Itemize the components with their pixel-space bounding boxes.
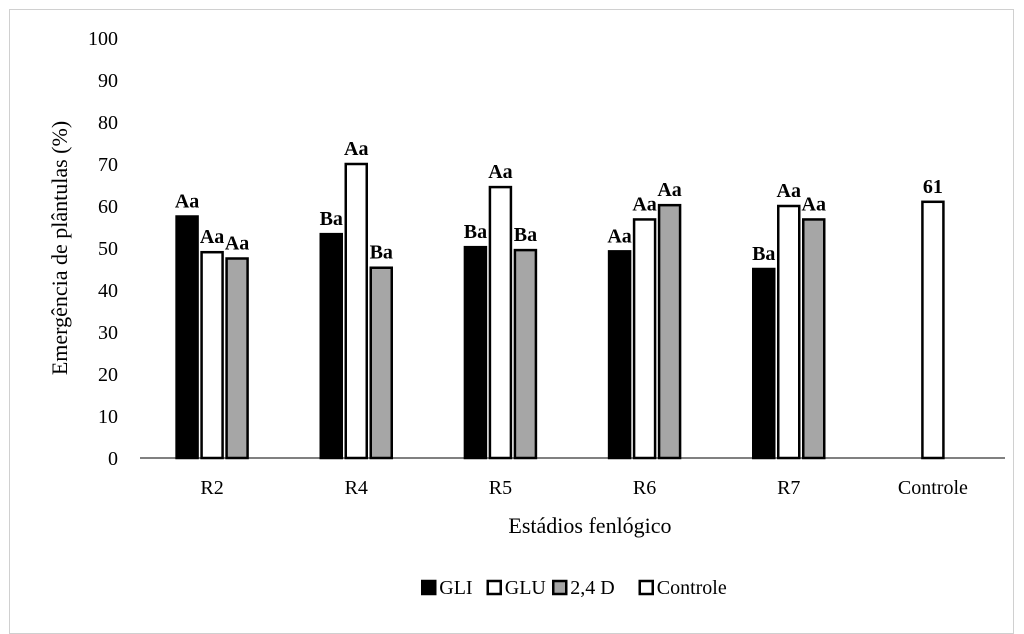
bar-24d-r6	[657, 203, 682, 460]
legend-label: GLU	[505, 577, 547, 599]
data-label: Aa	[175, 191, 199, 213]
legend-swatch	[421, 579, 437, 596]
y-tick-label: 50	[98, 238, 118, 260]
bar-glu-r5	[488, 185, 513, 460]
x-tick-label: R5	[489, 477, 512, 499]
bar-glu-r6	[632, 218, 657, 460]
data-label: Aa	[344, 138, 368, 160]
data-label: Ba	[320, 208, 343, 230]
data-label: Aa	[632, 193, 656, 215]
y-tick-label: 10	[98, 406, 118, 428]
x-tick-label: R2	[200, 477, 223, 499]
y-tick-label: 60	[98, 196, 118, 218]
y-tick-label: 100	[88, 28, 118, 50]
data-label: Aa	[657, 179, 681, 201]
x-tick-label: Controle	[898, 477, 968, 499]
x-tick-label: R6	[633, 477, 656, 499]
bar-controle-controle	[921, 200, 945, 460]
legend: GLI GLU 2,4 D Controle	[421, 577, 727, 599]
bar-gli-r2	[175, 215, 199, 460]
legend-label: Controle	[657, 577, 727, 599]
legend-swatch	[638, 579, 654, 596]
x-tick-label: R4	[345, 477, 368, 499]
data-label: Ba	[514, 224, 537, 246]
data-label: 61	[923, 176, 943, 198]
y-tick-label: 0	[108, 448, 118, 470]
bar-24d-r4	[369, 266, 393, 460]
bar-gli-r6	[607, 250, 632, 460]
data-label: Aa	[488, 161, 512, 183]
x-axis-categories: R2 R4 R5 R6 R7 Controle	[200, 477, 968, 499]
y-tick-label: 70	[98, 154, 118, 176]
y-tick-label: 40	[98, 280, 118, 302]
bar-gli-r5	[463, 245, 488, 460]
data-label: Aa	[607, 225, 631, 247]
legend-label: GLI	[439, 577, 472, 599]
y-tick-label: 20	[98, 364, 118, 386]
legend-label: 2,4 D	[570, 577, 614, 599]
y-axis-title: Emergência de plântulas (%)	[47, 121, 72, 375]
bar-glu-r4	[344, 162, 368, 460]
data-label: Ba	[464, 221, 487, 243]
legend-swatch	[486, 579, 502, 596]
bar-gli-r7	[752, 267, 776, 460]
x-tick-label: R7	[777, 477, 800, 499]
y-tick-label: 30	[98, 322, 118, 344]
data-label: Ba	[752, 243, 775, 265]
bar-24d-r5	[513, 248, 538, 460]
y-tick-label: 90	[98, 70, 118, 92]
data-label: Aa	[225, 233, 249, 255]
bar-gli-r4	[319, 232, 343, 460]
y-tick-label: 80	[98, 112, 118, 134]
data-label: Aa	[200, 226, 224, 248]
bar-glu-r2	[200, 250, 224, 460]
bar-glu-r7	[777, 204, 801, 460]
bars	[175, 162, 945, 460]
legend-swatch	[552, 579, 568, 596]
y-axis-ticks: 0 10 20 30 40 50 60 70 80 90 100	[88, 28, 118, 470]
x-axis-title: Estádios fenlógico	[508, 513, 671, 538]
bar-24d-r2	[225, 257, 249, 460]
data-label: Ba	[370, 242, 393, 264]
data-label: Aa	[777, 180, 801, 202]
data-label: Aa	[802, 193, 826, 215]
bar-24d-r7	[802, 218, 826, 460]
